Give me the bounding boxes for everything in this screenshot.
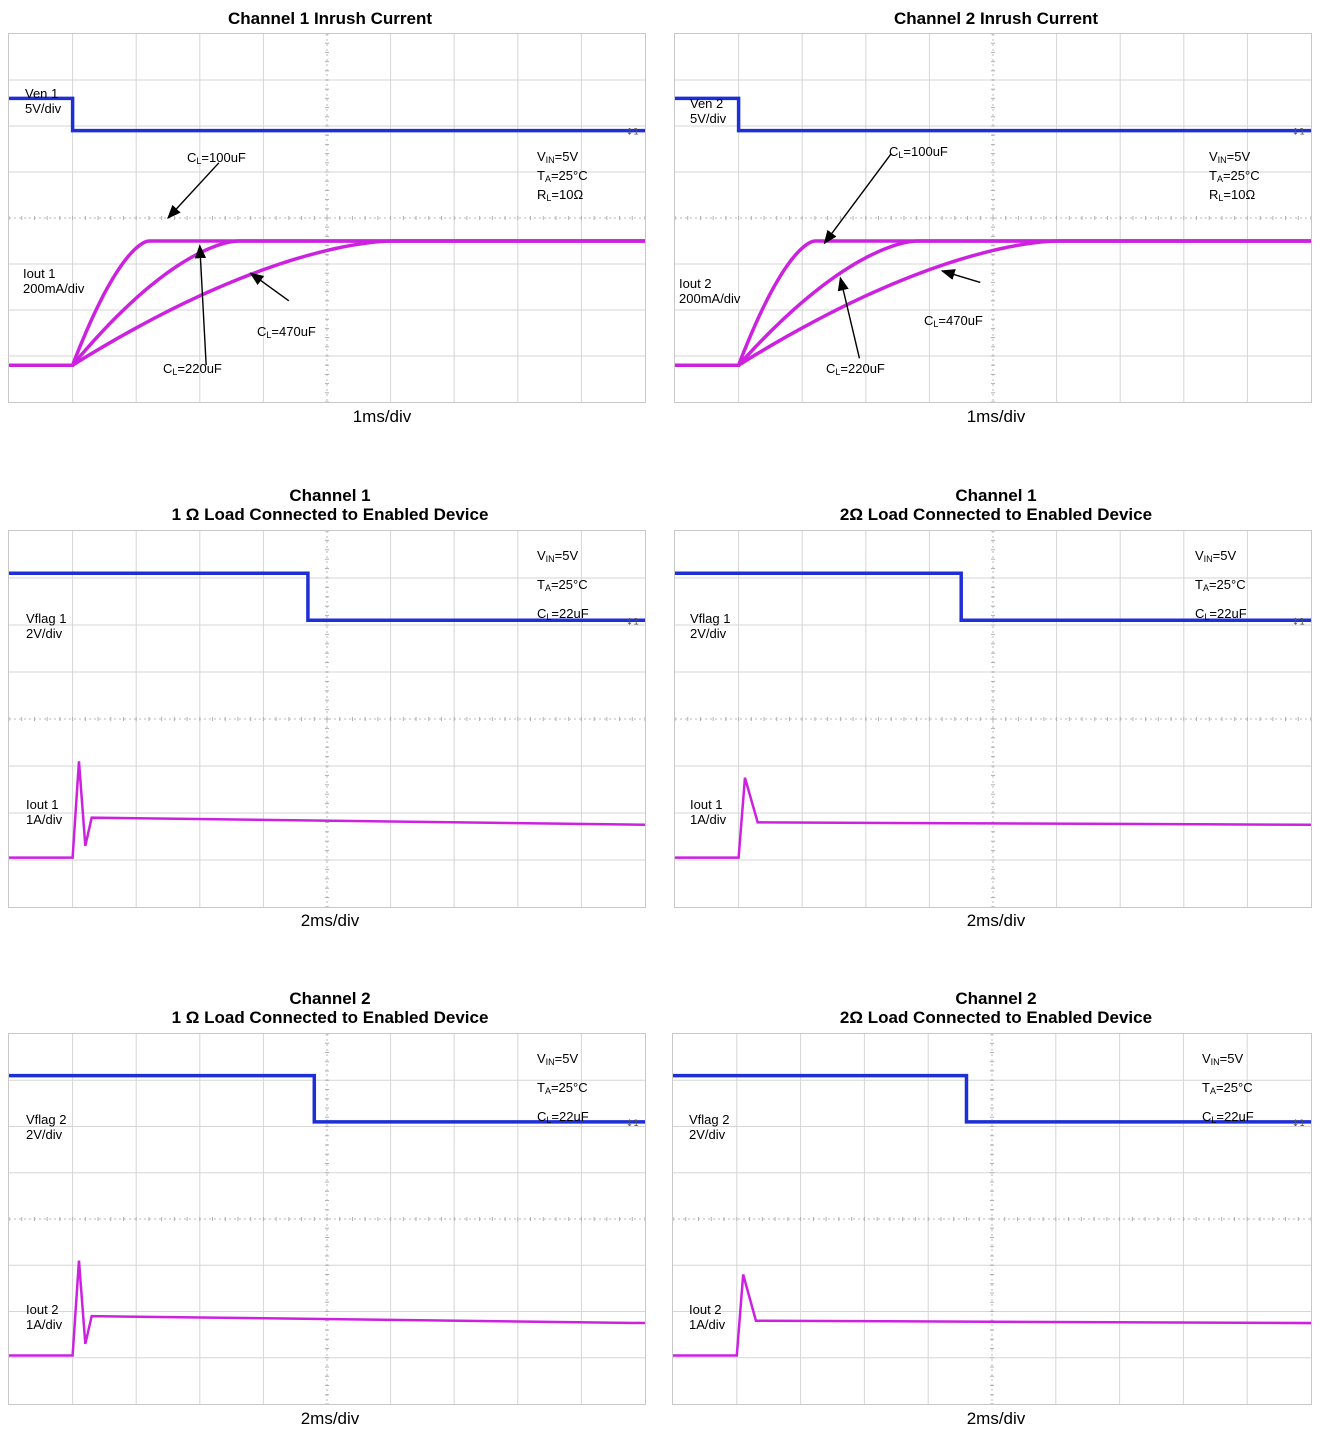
conditions-box: VIN=5V TA=25°C CL=22uF [1202,1051,1254,1125]
chart-title: Channel 1 2Ω Load Connected to Enabled De… [839,486,1153,524]
bottom-trace-label: Iout 1 1A/div [690,797,727,827]
top-trace-label: Ven 1 5V/div [25,86,62,116]
top-trace-line [675,571,1311,623]
annotation-arrow [837,276,861,359]
chart-title: Channel 1 Inrush Current [227,9,433,28]
top-trace-line [675,96,1311,133]
scope-svg: ↕1 [673,1034,1311,1404]
conditions-box: VIN=5V TA=25°C CL=22uF [537,548,589,622]
annotation-cl-100uf: CL=100uF [889,144,948,160]
bottom-trace-label: Iout 2 1A/div [689,1302,726,1332]
top-trace-label: Vflag 1 2V/div [690,611,731,641]
ch1-marker: ↕1 [626,1119,639,1129]
x-axis-label: 2ms/div [966,911,1026,930]
annotation-arrow [194,244,207,366]
series-line [675,239,1311,367]
conditions-box: VIN=5V TA=25°C RL=10Ω [537,149,588,203]
chart-panel-4: Channel 1 2Ω Load Connected to Enabled De… [666,484,1326,944]
annotation-arrow [249,272,290,302]
top-trace-line [9,96,645,133]
scope-screen: ↕1 Ven 2 5V/div Iout 2 200mA/div VIN=5V TA=… [674,33,1312,403]
scope-svg: ↕1 [9,34,645,402]
series-line [675,239,1311,367]
ch1-marker: ↕1 [626,617,639,627]
series-line [9,239,645,367]
series-line [675,239,1311,367]
top-trace-label: Vflag 1 2V/div [26,611,67,641]
annotation-cl-220uf: CL=220uF [163,361,222,377]
scope-svg: ↕1 [675,531,1311,907]
series-line [9,239,645,367]
bottom-trace-label: Iout 1 1A/div [26,797,63,827]
top-trace-line [9,571,645,623]
chart-title: Channel 2 Inrush Current [893,9,1099,28]
top-trace-line [9,1073,645,1124]
chart-panel-6: Channel 2 2Ω Load Connected to Enabled De… [666,987,1326,1434]
annotation-arrow [823,153,892,245]
top-trace-label: Vflag 2 2V/div [26,1112,67,1142]
bottom-trace-line [9,1260,645,1357]
top-trace-line [673,1073,1311,1124]
conditions-box: VIN=5V TA=25°C RL=10Ω [1209,149,1260,203]
annotation-arrow [167,162,220,220]
scope-screen: ↕1 Vflag 2 2V/div Iout 2 1A/div VIN=5V TA=2… [8,1033,646,1405]
conditions-box: VIN=5V TA=25°C CL=22uF [1195,548,1247,622]
chart-panel-2: Channel 2 Inrush Current ↕1 Ven 2 5V/div … [666,0,1326,440]
annotation-cl-100uf: CL=100uF [187,150,246,166]
conditions-box: VIN=5V TA=25°C CL=22uF [537,1051,589,1125]
ch1-marker: ↕1 [1292,128,1305,138]
bottom-trace-label: Iout 2 200mA/div [679,276,741,306]
x-axis-label: 2ms/div [300,911,360,930]
ch1-marker: ↕1 [1292,617,1305,627]
annotation-cl-470uf: CL=470uF [257,324,316,340]
x-axis-label: 1ms/div [966,407,1026,426]
scope-screen: ↕1 Vflag 1 2V/div Iout 1 1A/div VIN=5V TA=2… [8,530,646,908]
bottom-trace-label: Iout 2 1A/div [26,1302,63,1332]
x-axis-label: 2ms/div [300,1409,360,1428]
bottom-trace-label: Iout 1 200mA/div [23,266,85,296]
top-trace-label: Ven 2 5V/div [690,96,727,126]
series-line [9,239,645,367]
scope-svg: ↕1 [9,1034,645,1404]
bottom-trace-line [675,777,1311,859]
chart-panel-1: Channel 1 Inrush Current ↕1 Ven 1 5V/div … [0,0,660,440]
annotation-arrow [940,269,981,284]
bottom-trace-line [9,761,645,859]
chart-title: Channel 2 2Ω Load Connected to Enabled De… [839,989,1153,1027]
ch1-marker: ↕1 [1292,1119,1305,1129]
scope-screen: ↕1 Ven 1 5V/div Iout 1 200mA/div VIN=5V TA=… [8,33,646,403]
scope-svg: ↕1 [9,531,645,907]
x-axis-label: 2ms/div [966,1409,1026,1428]
ch1-marker: ↕1 [626,128,639,138]
x-axis-label: 1ms/div [352,407,412,426]
scope-svg: ↕1 [675,34,1311,402]
annotation-cl-220uf: CL=220uF [826,361,885,377]
annotation-cl-470uf: CL=470uF [924,313,983,329]
scope-screen: ↕1 Vflag 1 2V/div Iout 1 1A/div VIN=5V TA=2… [674,530,1312,908]
top-trace-label: Vflag 2 2V/div [689,1112,730,1142]
bottom-trace-line [673,1274,1311,1357]
scope-screen: ↕1 Vflag 2 2V/div Iout 2 1A/div VIN=5V TA=2… [672,1033,1312,1405]
